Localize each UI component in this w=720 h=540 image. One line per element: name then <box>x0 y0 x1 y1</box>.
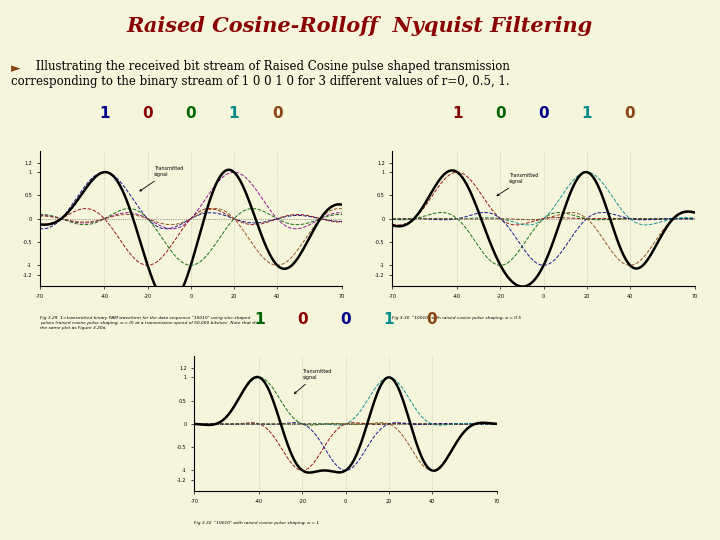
Text: ►: ► <box>11 62 20 75</box>
Text: Fig 3.30  "10010" with raised cosine pulse shaping, a = 0.5: Fig 3.30 "10010" with raised cosine puls… <box>392 316 521 320</box>
Text: 1: 1 <box>582 106 592 122</box>
Text: 1: 1 <box>99 106 109 122</box>
Text: 1: 1 <box>229 106 239 122</box>
Text: 1: 1 <box>452 106 462 122</box>
Text: 0: 0 <box>539 106 549 122</box>
Text: 1: 1 <box>254 312 264 327</box>
Text: 0: 0 <box>427 312 437 327</box>
Text: 1: 1 <box>384 312 394 327</box>
Text: 0: 0 <box>143 106 153 122</box>
Text: Transmitted
signal: Transmitted signal <box>140 166 184 191</box>
Text: Raised Cosine-Rolloff  Nyquist Filtering: Raised Cosine-Rolloff Nyquist Filtering <box>127 16 593 36</box>
Text: Transmitted
signal: Transmitted signal <box>497 173 539 195</box>
Text: 0: 0 <box>341 312 351 327</box>
Text: 0: 0 <box>625 106 635 122</box>
Text: 0: 0 <box>186 106 196 122</box>
Text: Fig 3.29  1=transmitted binary PAM waveform for the data sequence "10010" using : Fig 3.29 1=transmitted binary PAM wavefo… <box>40 316 265 330</box>
Text: corresponding to the binary stream of 1 0 0 1 0 for 3 different values of r=0, 0: corresponding to the binary stream of 1 … <box>11 75 510 87</box>
Text: 0: 0 <box>297 312 307 327</box>
Text: 0: 0 <box>272 106 282 122</box>
Text: Transmitted
signal: Transmitted signal <box>294 369 332 394</box>
Text: Fig 3.32  "10010" with raised cosine pulse shaping, a = 1: Fig 3.32 "10010" with raised cosine puls… <box>194 521 320 525</box>
Text: Illustrating the received bit stream of Raised Cosine pulse shaped transmission: Illustrating the received bit stream of … <box>32 60 510 73</box>
Text: 0: 0 <box>495 106 505 122</box>
